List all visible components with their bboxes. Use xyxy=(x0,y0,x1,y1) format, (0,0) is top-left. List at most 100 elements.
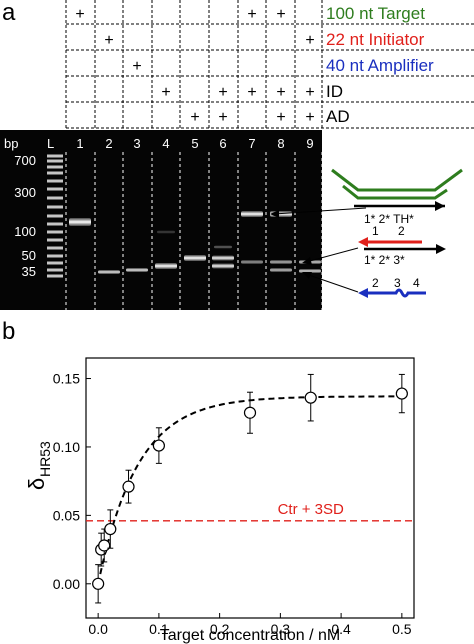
target-arrowhead xyxy=(435,201,445,211)
panel-a-label: a xyxy=(2,0,16,26)
plus-mark-row5-lane6: + xyxy=(218,109,227,126)
gel-ladder-bands xyxy=(47,154,63,278)
gel-band-lane8-13 xyxy=(270,268,292,272)
y-axis-label-sub: HR53 xyxy=(37,441,53,477)
lane-label-9: 9 xyxy=(306,136,313,151)
ladder-band-11 xyxy=(47,238,63,242)
data-point-5 xyxy=(152,439,165,452)
pointer-arrowhead-target xyxy=(270,210,279,218)
pointer-arrowhead-amplifier xyxy=(302,272,312,279)
amplifier-arrowhead xyxy=(358,288,368,298)
size-label-35: 35 xyxy=(22,264,36,279)
gel-band-lane4-3 xyxy=(155,263,177,269)
lane-label-5: 5 xyxy=(191,136,198,151)
x-tick-label-0.3: 0.3 xyxy=(271,621,291,637)
ladder-band-10 xyxy=(47,230,63,234)
plus-mark-row4-lane7: + xyxy=(247,84,256,101)
gel-band-lane7-9 xyxy=(241,211,263,217)
y-tick-label-0.15: 0.15 xyxy=(53,371,80,387)
ladder-band-13 xyxy=(47,254,63,258)
ladder-band-16 xyxy=(47,274,63,278)
amplifier-strand xyxy=(364,288,426,298)
plus-mark-row4-lane4: + xyxy=(161,84,170,101)
target-strand-inner xyxy=(342,184,448,200)
plus-mark-row1-lane7: + xyxy=(247,6,256,23)
plus-mark-row4-lane6: + xyxy=(218,84,227,101)
ladder-band-6 xyxy=(47,196,63,200)
condition-row-labels: 100 nt Target 22 nt Initiator 40 nt Amplif… xyxy=(326,4,434,126)
condition-table-grid xyxy=(65,0,474,130)
ladder-band-9 xyxy=(47,222,63,226)
gel-band-lane6-7 xyxy=(212,263,234,269)
row-label-1: 100 nt Target xyxy=(326,4,425,23)
threshold-label: Ctr + 3SD xyxy=(278,501,344,518)
lane-label-3: 3 xyxy=(133,136,140,151)
row-label-5: AD xyxy=(326,107,350,126)
data-points xyxy=(92,373,408,604)
plus-mark-row1-lane1: + xyxy=(75,6,84,23)
plus-mark-row5-lane5: + xyxy=(190,109,199,126)
gel-lane-labels: 1 2 3 4 5 6 7 8 9 xyxy=(76,136,313,151)
gel-lane-dividers xyxy=(65,152,323,310)
plus-mark-row5-lane8: + xyxy=(276,109,285,126)
data-point-6 xyxy=(243,406,257,419)
data-point-2 xyxy=(98,539,111,552)
ladder-band-8 xyxy=(47,214,63,218)
y-tick-label-0.05: 0.05 xyxy=(53,507,80,523)
size-label-50: 50 xyxy=(22,248,36,263)
plus-mark-row2-lane2: + xyxy=(104,32,113,49)
lane-label-6: 6 xyxy=(219,136,226,151)
lane-label-7: 7 xyxy=(248,136,255,151)
ladder-band-1 xyxy=(47,159,63,163)
strand-schematic: 1* 2* TH* 1 2 1* 2* 3* 2 3 4 xyxy=(270,168,463,298)
size-label-100: 100 xyxy=(14,224,36,239)
ladder-band-14 xyxy=(47,261,63,265)
plus-mark-row3-lane3: + xyxy=(132,58,141,75)
gel-sample-bands xyxy=(69,211,321,274)
ladder-band-15 xyxy=(47,268,63,272)
gel-band-lane6-6 xyxy=(212,255,234,261)
panel-b-label: b xyxy=(2,318,15,345)
plus-mark-row5-lane9: + xyxy=(305,109,314,126)
gel-band-lane6-8 xyxy=(214,245,232,249)
gel-band-lane5-5 xyxy=(184,255,206,261)
y-tick-label-0.10: 0.10 xyxy=(53,439,80,455)
lane-label-4: 4 xyxy=(162,136,169,151)
amplifier-number-4: 4 xyxy=(413,276,420,290)
ladder-band-0 xyxy=(47,154,63,158)
y-tick-label-0.00: 0.00 xyxy=(53,576,80,592)
data-point-3 xyxy=(104,522,117,536)
initiator-number-1: 1 xyxy=(372,224,379,238)
lane-label-8: 8 xyxy=(277,136,284,151)
complement-label: 1* 2* 3* xyxy=(364,253,405,267)
y-axis-label: δ HR53 xyxy=(24,441,53,490)
scatter-chart: 0.0 0.1 0.2 0.3 0.4 0.5 0.00 0.05 0.10 0.15 Ctr +… xyxy=(24,357,415,644)
ladder-band-7 xyxy=(47,205,63,209)
x-tick-label-0.0: 0.0 xyxy=(88,621,108,637)
gel-ladder-label: L xyxy=(47,136,54,151)
ladder-band-12 xyxy=(47,246,63,250)
amplifier-number-2: 2 xyxy=(372,276,379,290)
data-point-8 xyxy=(395,387,408,400)
initiator-arrowhead xyxy=(358,237,368,247)
x-tick-label-0.2: 0.2 xyxy=(210,621,230,637)
y-axis-label-main: δ xyxy=(24,478,49,490)
target-strand-shape xyxy=(331,168,463,192)
gel-band-lane3-2 xyxy=(126,268,148,272)
data-point-7 xyxy=(304,391,317,404)
pointer-arrow-target xyxy=(273,207,367,215)
row-label-4: ID xyxy=(326,82,343,101)
plot-frame xyxy=(85,357,415,619)
axis-ticks: 0.0 0.1 0.2 0.3 0.4 0.5 0.00 0.05 0.10 0.15 xyxy=(53,371,412,637)
row-label-2: 22 nt Initiator xyxy=(326,30,425,49)
gel-bp-label: bp xyxy=(4,136,18,151)
x-tick-label-0.1: 0.1 xyxy=(149,621,169,637)
x-tick-label-0.4: 0.4 xyxy=(331,621,351,637)
condition-table-marks: + + + + + + + + + + + + + + + xyxy=(75,6,314,126)
gel-band-lane1-0 xyxy=(69,218,91,226)
ladder-band-3 xyxy=(47,171,63,175)
plus-mark-row1-lane8: + xyxy=(276,6,285,23)
ladder-band-4 xyxy=(47,179,63,183)
